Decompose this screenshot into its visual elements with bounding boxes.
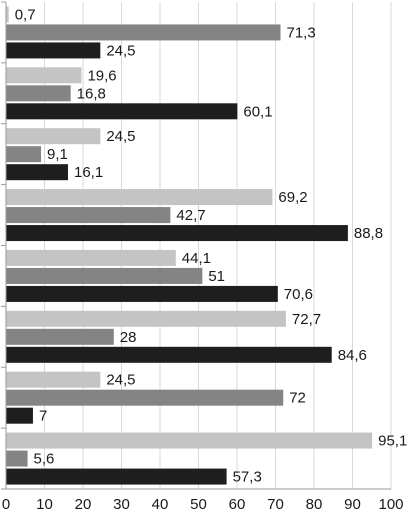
bar-value-label: 24,5 [106, 42, 135, 59]
bar-value-label: 72 [289, 390, 306, 407]
bar [6, 249, 176, 266]
bar [6, 346, 332, 363]
bar [6, 103, 238, 120]
bar-value-label: 57,3 [233, 469, 262, 486]
bar [6, 6, 9, 23]
bar-value-label: 70,6 [284, 286, 313, 303]
bar-value-label: 60,1 [243, 103, 272, 120]
bar [6, 371, 101, 388]
bar-value-label: 42,7 [176, 207, 205, 224]
bar-value-label: 95,1 [378, 433, 407, 450]
bar [6, 407, 33, 424]
x-tick-label: 30 [113, 496, 130, 513]
bar-value-label: 71,3 [287, 24, 316, 41]
x-tick-label: 40 [152, 496, 169, 513]
x-tick-label: 60 [229, 496, 246, 513]
bar [6, 310, 286, 327]
bar [6, 450, 28, 467]
x-tick-label: 50 [190, 496, 207, 513]
bar [6, 128, 101, 145]
bar [6, 42, 101, 59]
x-tick-label: 20 [75, 496, 92, 513]
bar-value-label: 9,1 [47, 146, 68, 163]
bar [6, 164, 68, 181]
bar-value-label: 44,1 [182, 250, 211, 267]
x-tick-label: 10 [36, 496, 53, 513]
x-tick-label: 70 [267, 496, 284, 513]
bar-value-label: 84,6 [338, 347, 367, 364]
x-axis: 0 10 20 30 40 50 60 70 80 90 100 [1, 1, 404, 513]
bar [6, 432, 373, 449]
bar [6, 285, 278, 302]
bar-value-label: 16,1 [74, 164, 103, 181]
bar-value-label: 16,8 [77, 85, 106, 102]
bar [6, 328, 114, 345]
bar [6, 24, 281, 41]
bar-value-label: 5,6 [34, 451, 55, 468]
bar-value-label: 24,5 [106, 128, 135, 145]
bar-value-label: 69,2 [278, 189, 307, 206]
bar-value-label: 88,8 [354, 225, 383, 242]
bar [6, 267, 203, 284]
bar [6, 189, 273, 206]
bar-value-label: 28 [120, 329, 137, 346]
bar [6, 225, 348, 242]
x-tick-label: 100 [378, 496, 403, 513]
bar [6, 67, 82, 84]
bar-value-label: 0,7 [15, 6, 36, 23]
bar [6, 389, 284, 406]
bar [6, 146, 42, 163]
bar [6, 85, 71, 102]
x-tick-label: 80 [306, 496, 323, 513]
bar [6, 468, 227, 485]
bar [6, 207, 171, 224]
bar-value-label: 24,5 [106, 372, 135, 389]
bar-value-label: 51 [208, 268, 225, 285]
x-tick-label: 90 [344, 496, 361, 513]
bar-value-label: 72,7 [292, 311, 321, 328]
x-tick-label: 0 [2, 496, 10, 513]
bar-value-label: 7 [39, 408, 47, 425]
bar-value-label: 19,6 [87, 67, 116, 84]
data-labels: 0,7 71,3 24,5 19,616,8 60,1 24,5 9,1 16,1 69,2 42… [15, 6, 408, 485]
bars [6, 6, 373, 485]
